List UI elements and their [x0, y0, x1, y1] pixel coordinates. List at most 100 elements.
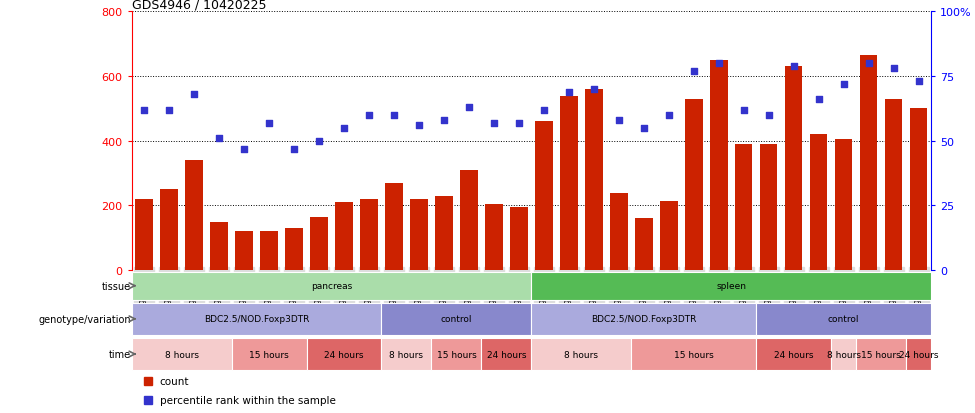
Bar	[531, 303, 757, 335]
Bar	[910, 109, 927, 271]
Text: time: time	[109, 349, 131, 359]
Point	[336, 125, 352, 132]
Text: control: control	[441, 315, 472, 323]
Point	[886, 66, 902, 73]
Point	[636, 125, 651, 132]
Bar	[310, 217, 328, 271]
Point	[861, 61, 877, 67]
Text: GDS4946 / 10420225: GDS4946 / 10420225	[132, 0, 266, 11]
Point	[261, 120, 277, 127]
Point	[711, 61, 726, 67]
Text: 15 hours: 15 hours	[437, 350, 477, 358]
Bar	[585, 90, 603, 271]
Point	[136, 107, 152, 114]
Bar	[760, 145, 777, 271]
Bar	[635, 219, 652, 271]
Point	[436, 117, 451, 124]
Bar	[757, 303, 931, 335]
Bar	[785, 67, 802, 271]
Bar	[531, 272, 931, 300]
Text: genotype/variation: genotype/variation	[38, 314, 131, 324]
Point	[487, 120, 502, 127]
Bar	[610, 193, 628, 271]
Bar	[831, 338, 856, 370]
Point	[236, 146, 252, 152]
Text: control: control	[828, 315, 859, 323]
Bar	[810, 135, 828, 271]
Text: 24 hours: 24 hours	[487, 350, 526, 358]
Bar	[486, 204, 503, 271]
Bar	[435, 196, 452, 271]
Bar	[632, 338, 757, 370]
Point	[786, 63, 801, 70]
Point	[186, 92, 202, 98]
Bar	[211, 222, 228, 271]
Bar	[535, 122, 553, 271]
Bar	[885, 100, 903, 271]
Point	[836, 81, 851, 88]
Bar	[132, 272, 531, 300]
Point	[611, 117, 627, 124]
Bar	[482, 338, 531, 370]
Bar	[160, 190, 177, 271]
Text: 15 hours: 15 hours	[250, 350, 289, 358]
Point	[811, 97, 827, 104]
Point	[287, 146, 302, 152]
Text: 8 hours: 8 hours	[565, 350, 599, 358]
Bar	[385, 183, 403, 271]
Text: 24 hours: 24 hours	[899, 350, 938, 358]
Text: BDC2.5/NOD.Foxp3DTR: BDC2.5/NOD.Foxp3DTR	[204, 315, 309, 323]
Bar	[906, 338, 931, 370]
Point	[561, 89, 576, 96]
Point	[212, 135, 227, 142]
Text: count: count	[160, 376, 189, 386]
Bar	[860, 56, 878, 271]
Text: 24 hours: 24 hours	[774, 350, 813, 358]
Point	[661, 112, 677, 119]
Bar	[685, 100, 703, 271]
Text: 15 hours: 15 hours	[861, 350, 901, 358]
Text: 15 hours: 15 hours	[674, 350, 714, 358]
Bar	[381, 338, 431, 370]
Bar	[136, 199, 153, 271]
Bar	[235, 232, 253, 271]
Bar	[381, 303, 531, 335]
Point	[911, 79, 926, 85]
Point	[586, 87, 602, 93]
Text: pancreas: pancreas	[311, 282, 352, 290]
Bar	[710, 61, 727, 271]
Bar	[856, 338, 906, 370]
Bar	[185, 161, 203, 271]
Bar	[410, 199, 428, 271]
Bar	[132, 303, 381, 335]
Text: 8 hours: 8 hours	[165, 350, 199, 358]
Bar	[431, 338, 482, 370]
Text: 8 hours: 8 hours	[827, 350, 861, 358]
Text: 8 hours: 8 hours	[389, 350, 423, 358]
Bar	[286, 228, 303, 271]
Bar	[735, 145, 753, 271]
Text: BDC2.5/NOD.Foxp3DTR: BDC2.5/NOD.Foxp3DTR	[591, 315, 696, 323]
Bar	[132, 338, 232, 370]
Bar	[510, 208, 527, 271]
Point	[411, 123, 427, 129]
Bar	[260, 232, 278, 271]
Bar	[335, 203, 353, 271]
Bar	[306, 338, 381, 370]
Point	[161, 107, 176, 114]
Bar	[835, 140, 852, 271]
Text: spleen: spleen	[717, 282, 746, 290]
Point	[686, 69, 702, 75]
Bar	[660, 201, 678, 271]
Bar	[560, 96, 577, 271]
Text: 24 hours: 24 hours	[325, 350, 364, 358]
Point	[461, 104, 477, 111]
Point	[760, 112, 776, 119]
Bar	[360, 199, 377, 271]
Point	[311, 138, 327, 145]
Point	[511, 120, 526, 127]
Point	[536, 107, 552, 114]
Point	[361, 112, 376, 119]
Bar	[757, 338, 831, 370]
Bar	[460, 171, 478, 271]
